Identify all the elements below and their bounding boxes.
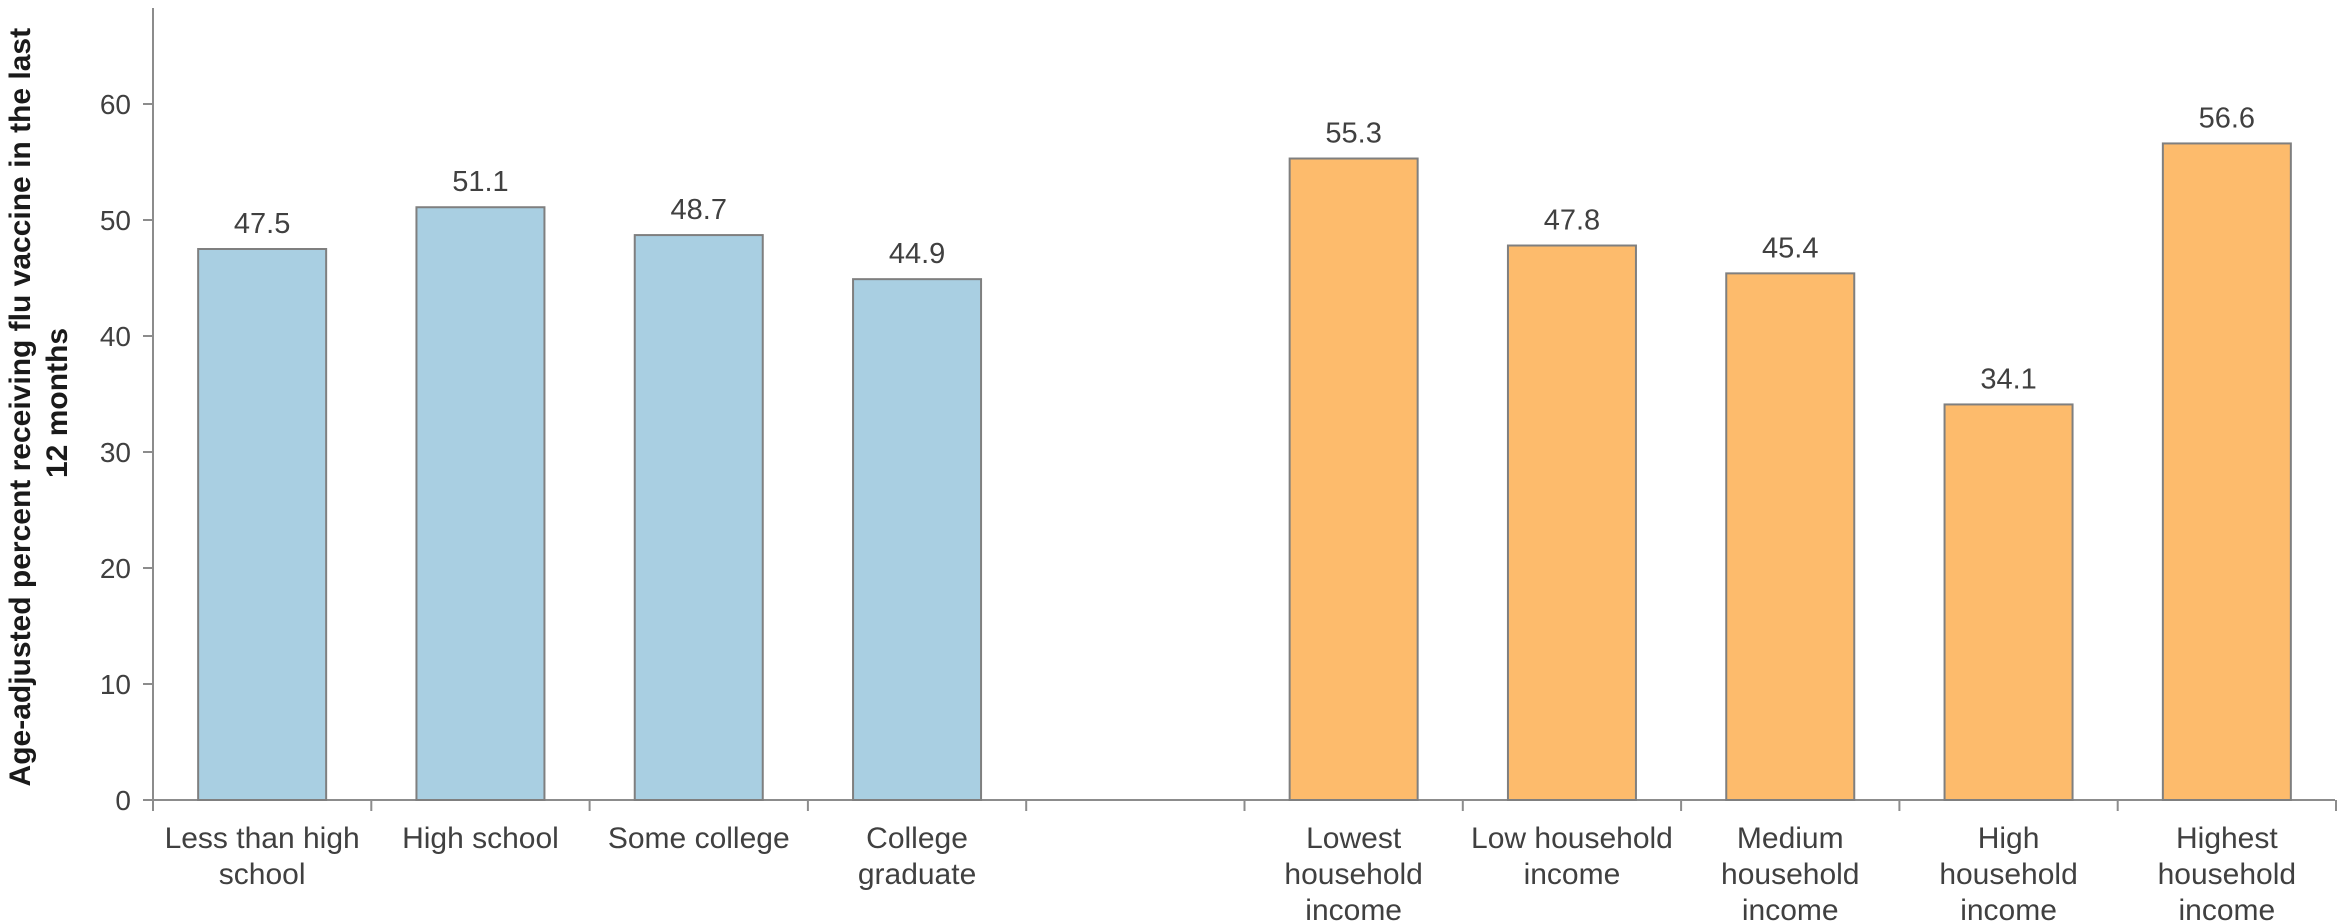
category-label: High school bbox=[402, 822, 559, 855]
y-tick-label: 20 bbox=[100, 553, 131, 584]
data-label: 55.3 bbox=[1325, 118, 1381, 150]
category-label-line: income bbox=[1742, 894, 1839, 923]
data-label: 51.1 bbox=[452, 166, 508, 198]
bar bbox=[1943, 403, 2074, 801]
category-label: Lowest household income bbox=[1284, 822, 1422, 923]
y-tick-label: 40 bbox=[100, 321, 131, 352]
bar bbox=[1288, 157, 1419, 801]
category-label-line: income bbox=[1524, 858, 1621, 891]
bars bbox=[197, 142, 2292, 802]
category-label-line: income bbox=[1960, 894, 2057, 923]
data-label: 47.5 bbox=[234, 208, 290, 240]
bar bbox=[197, 248, 328, 801]
category-label-line: income bbox=[1305, 894, 1402, 923]
category-label: Highest household income bbox=[2158, 822, 2296, 923]
bar bbox=[1725, 272, 1856, 801]
bar bbox=[852, 278, 983, 802]
category-label-line: income bbox=[2178, 894, 2275, 923]
bar bbox=[1506, 244, 1637, 801]
category-label: Medium household income bbox=[1721, 822, 1859, 923]
labels: 47.5 Less than high school 51.1 High school 4… bbox=[165, 102, 2297, 923]
category-label-line: graduate bbox=[858, 858, 976, 891]
bar bbox=[2161, 142, 2292, 801]
category-label-line: Lowest bbox=[1306, 822, 1402, 855]
category-label-line: household bbox=[1939, 858, 2077, 891]
category-label: Some college bbox=[608, 822, 790, 855]
y-tick-label: 50 bbox=[100, 205, 131, 236]
data-label: 47.8 bbox=[1544, 205, 1600, 237]
category-label-line: High school bbox=[402, 822, 559, 855]
y-tick-label: 0 bbox=[115, 785, 131, 816]
y-axis-title-line-2: 12 months bbox=[41, 328, 74, 478]
category-label-line: Some college bbox=[608, 822, 790, 855]
category-label: Less than high school bbox=[165, 822, 360, 891]
y-axis-title-line-1: Age-adjusted percent receiving flu vacci… bbox=[4, 28, 37, 787]
category-label-line: High bbox=[1978, 822, 2040, 855]
category-label-line: Highest bbox=[2176, 822, 2278, 855]
data-label: 48.7 bbox=[671, 194, 727, 226]
category-label-line: household bbox=[1284, 858, 1422, 891]
category-label-line: school bbox=[219, 858, 306, 891]
data-label: 45.4 bbox=[1762, 232, 1818, 264]
category-label: High household income bbox=[1939, 822, 2077, 923]
data-label: 56.6 bbox=[2199, 102, 2255, 134]
y-tick-label: 60 bbox=[100, 89, 131, 120]
category-label-line: Low household bbox=[1471, 822, 1673, 855]
y-tick-label: 30 bbox=[100, 437, 131, 468]
bar bbox=[415, 206, 546, 802]
category-label: College graduate bbox=[858, 822, 976, 891]
category-label: Low household income bbox=[1471, 822, 1673, 891]
category-label-line: Medium bbox=[1737, 822, 1844, 855]
data-label: 34.1 bbox=[1980, 363, 2036, 395]
category-label-line: household bbox=[2158, 858, 2296, 891]
category-label-line: Less than high bbox=[165, 822, 360, 855]
data-label: 44.9 bbox=[889, 238, 945, 270]
category-label-line: College bbox=[866, 822, 968, 855]
bar bbox=[633, 234, 764, 801]
category-label-line: household bbox=[1721, 858, 1859, 891]
y-axis-title: Age-adjusted percent receiving flu vacci… bbox=[4, 20, 74, 787]
y-tick-label: 10 bbox=[100, 669, 131, 700]
